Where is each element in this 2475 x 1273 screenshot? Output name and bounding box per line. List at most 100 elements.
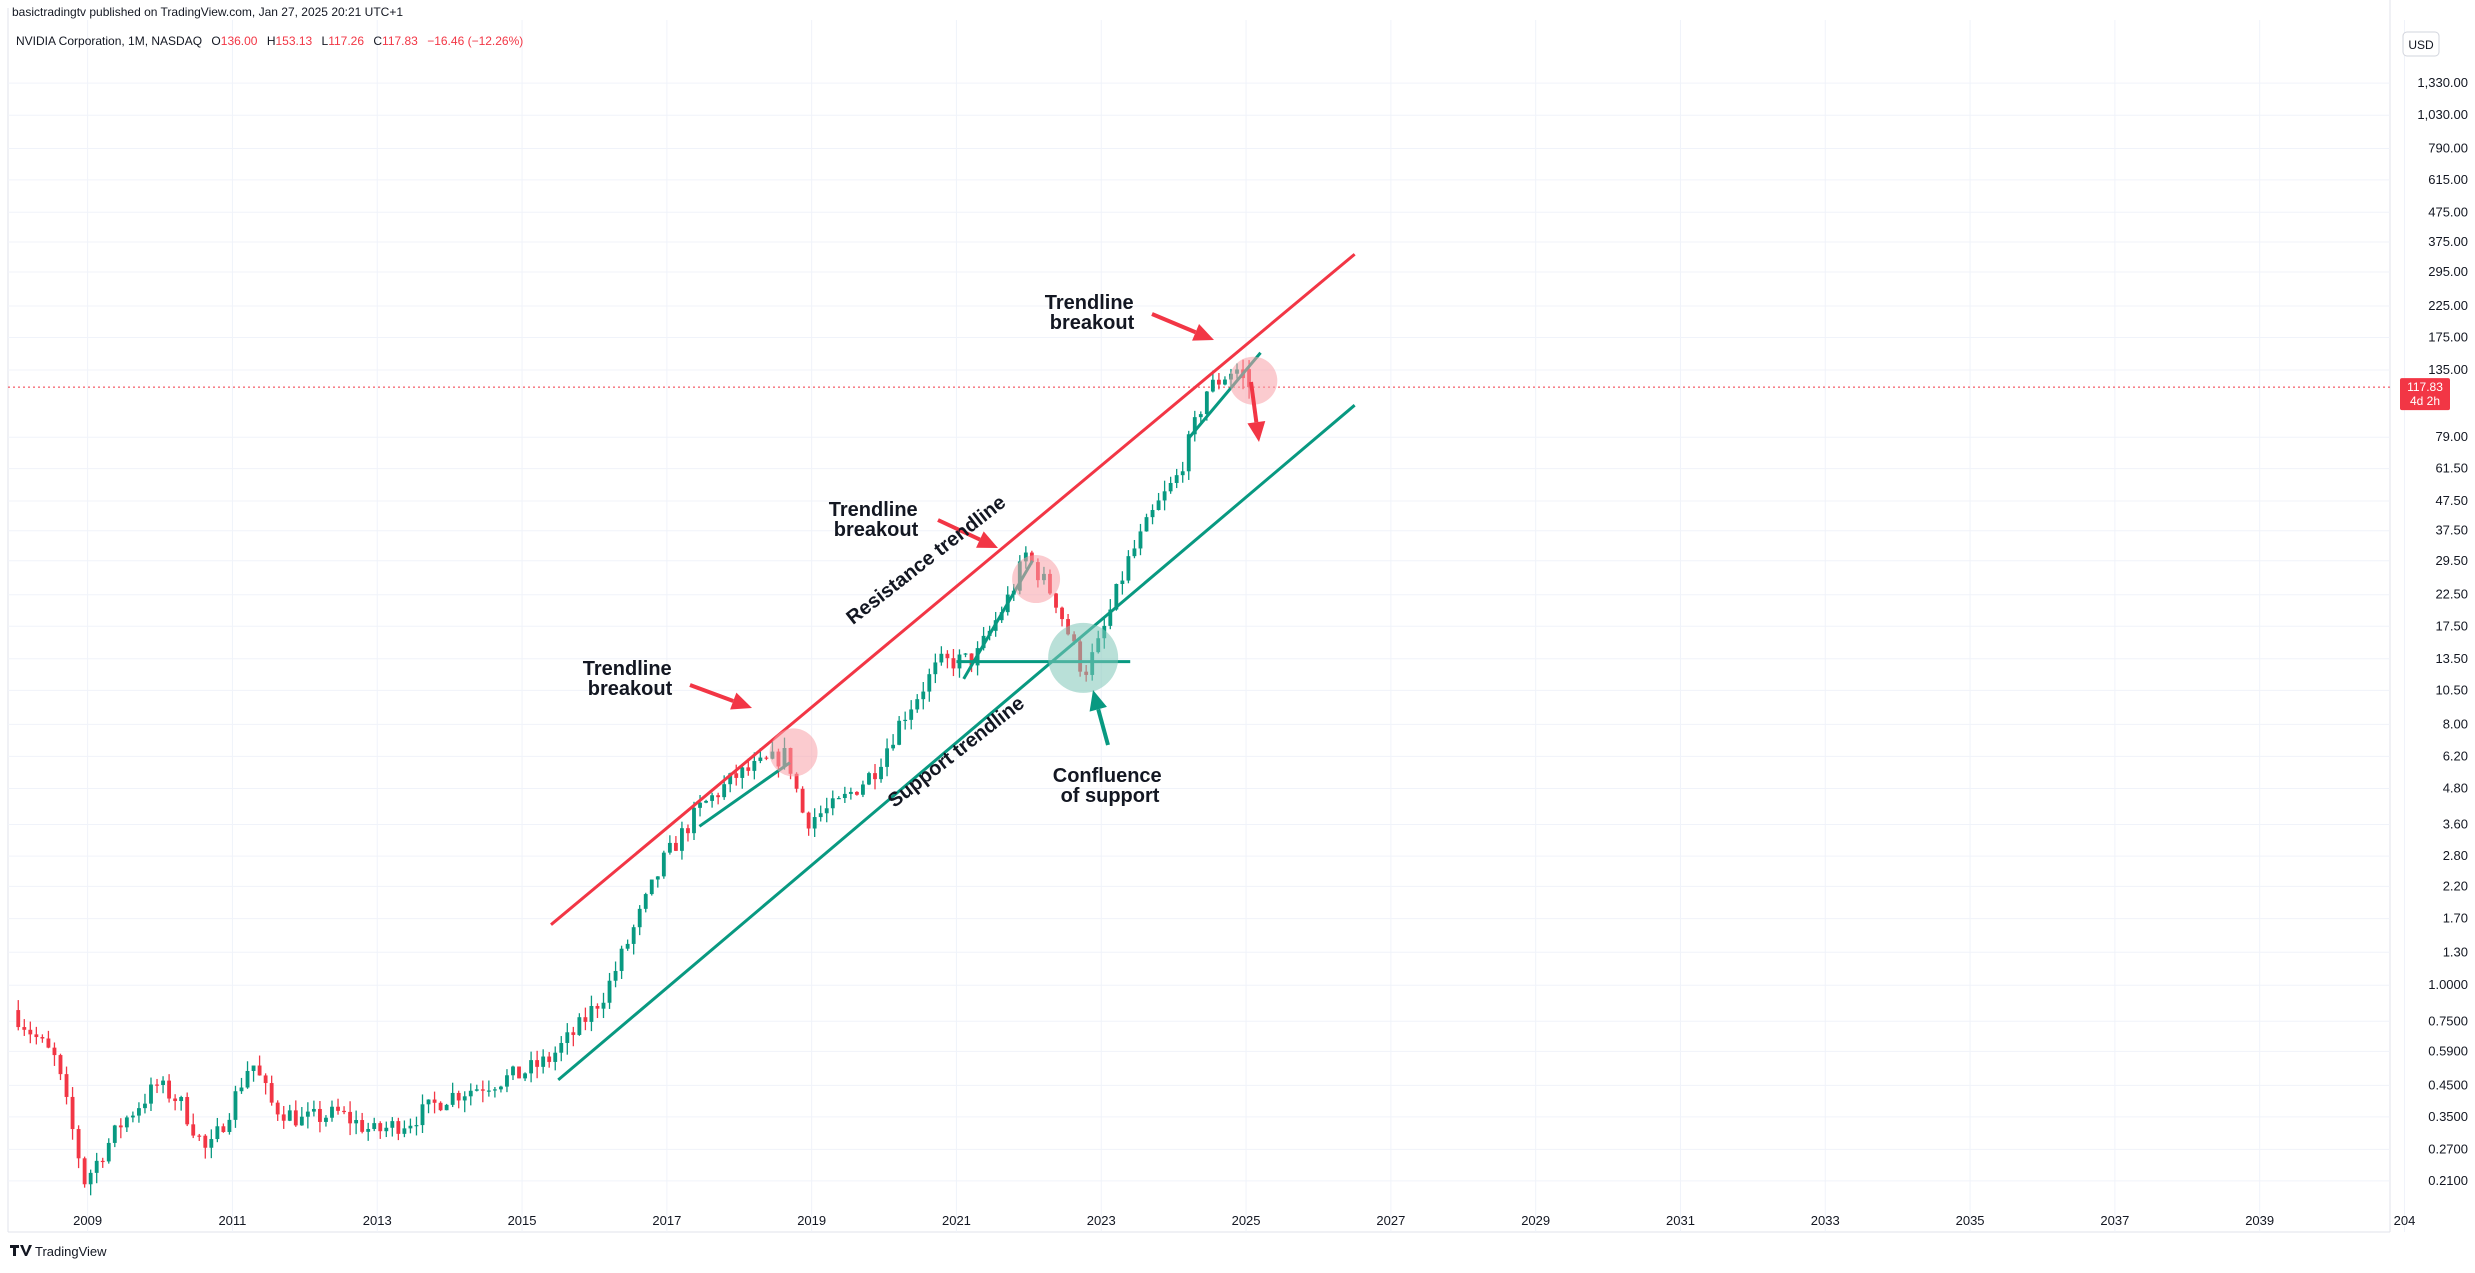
candle-body[interactable] — [673, 842, 678, 851]
candle-body[interactable] — [191, 1124, 196, 1136]
candle-body[interactable] — [130, 1115, 135, 1118]
candle-body[interactable] — [486, 1090, 491, 1092]
breakout-circle-2025[interactable] — [1229, 356, 1278, 405]
candle-body[interactable] — [330, 1106, 334, 1118]
candle-body[interactable] — [1114, 583, 1119, 610]
candle-body[interactable] — [1162, 491, 1167, 501]
candle-body[interactable] — [571, 1032, 576, 1035]
candle-body[interactable] — [263, 1075, 268, 1084]
candle-body[interactable] — [969, 653, 974, 666]
candle-body[interactable] — [842, 793, 847, 799]
candle-body[interactable] — [625, 943, 630, 949]
candle-body[interactable] — [100, 1160, 105, 1163]
candle-body[interactable] — [124, 1117, 129, 1128]
candle-body[interactable] — [366, 1128, 371, 1132]
candle-body[interactable] — [667, 842, 672, 853]
candle-body[interactable] — [1132, 548, 1137, 557]
candle-body[interactable] — [921, 691, 926, 700]
candle-body[interactable] — [468, 1090, 473, 1097]
candle-body[interactable] — [879, 766, 883, 780]
candle-body[interactable] — [746, 767, 751, 771]
candle-body[interactable] — [692, 807, 696, 834]
candle-body[interactable] — [867, 773, 871, 785]
candle-body[interactable] — [155, 1084, 159, 1086]
candle-body[interactable] — [474, 1089, 479, 1091]
candle-body[interactable] — [734, 773, 739, 778]
candle-body[interactable] — [1168, 483, 1173, 492]
candle-body[interactable] — [58, 1055, 63, 1075]
candle-body[interactable] — [161, 1080, 165, 1085]
price-axis[interactable]: 1,330.00 1,030.00 790.00 615.00 475.00 375.00… — [2417, 75, 2468, 1188]
candle-body[interactable] — [52, 1047, 57, 1056]
candle-body[interactable] — [1174, 475, 1179, 484]
candle-body[interactable] — [680, 828, 684, 851]
breakout-circle-2022[interactable] — [1012, 555, 1061, 604]
candle-body[interactable] — [179, 1097, 184, 1102]
candle-body[interactable] — [933, 662, 938, 675]
candle-body[interactable] — [601, 1002, 606, 1009]
candle-body[interactable] — [1223, 379, 1227, 385]
candle-body[interactable] — [22, 1027, 27, 1030]
candle-body[interactable] — [499, 1086, 503, 1090]
candle-body[interactable] — [686, 828, 690, 834]
candle-body[interactable] — [269, 1083, 274, 1103]
candle-body[interactable] — [722, 784, 727, 798]
candle-body[interactable] — [64, 1074, 69, 1097]
candle-body[interactable] — [939, 653, 944, 663]
arrow-confluence[interactable] — [1089, 690, 1110, 746]
candle-body[interactable] — [311, 1108, 316, 1112]
arrow-breakout-2025[interactable] — [1151, 312, 1214, 341]
candle-body[interactable] — [1216, 379, 1221, 385]
candle-body[interactable] — [698, 802, 702, 808]
candle-body[interactable] — [613, 970, 618, 981]
candle-body[interactable] — [378, 1123, 383, 1132]
time-axis[interactable]: 2009 2011 2013 2015 2017 2019 2021 2023 2025 2027… — [73, 1213, 2415, 1228]
candle-body[interactable] — [34, 1034, 39, 1038]
confluence-circle[interactable] — [1048, 622, 1119, 693]
candle-body[interactable] — [523, 1073, 527, 1079]
candle-body[interactable] — [46, 1038, 51, 1048]
ohlc-legend[interactable]: NVIDIA Corporation, 1M, NASDAQ O136.00 H… — [16, 34, 523, 48]
candle-body[interactable] — [728, 773, 733, 785]
candle-body[interactable] — [806, 812, 811, 829]
candle-body[interactable] — [221, 1126, 226, 1132]
candle-body[interactable] — [830, 798, 835, 809]
candle-body[interactable] — [402, 1128, 407, 1134]
candle-body[interactable] — [854, 791, 859, 795]
support-trendline[interactable] — [557, 404, 1356, 1082]
candle-body[interactable] — [885, 748, 889, 767]
candle-body[interactable] — [1120, 580, 1125, 584]
candle-body[interactable] — [1180, 471, 1185, 476]
candle-body[interactable] — [927, 674, 932, 692]
candle-body[interactable] — [492, 1089, 497, 1091]
resistance-trendline[interactable] — [550, 253, 1356, 926]
candle-body[interactable] — [480, 1089, 485, 1091]
candle-body[interactable] — [818, 813, 823, 818]
candle-body[interactable] — [1156, 500, 1161, 511]
candle-body[interactable] — [649, 879, 654, 895]
candle-body[interactable] — [336, 1106, 340, 1111]
candle-body[interactable] — [1150, 510, 1155, 518]
candle-body[interactable] — [112, 1125, 117, 1143]
candle-body[interactable] — [637, 908, 642, 928]
candle-body[interactable] — [342, 1110, 346, 1113]
candle-body[interactable] — [1144, 517, 1149, 532]
candle-body[interactable] — [354, 1120, 359, 1124]
candle-body[interactable] — [414, 1125, 419, 1127]
candle-body[interactable] — [28, 1029, 33, 1035]
candle-body[interactable] — [1108, 609, 1113, 626]
candle-body[interactable] — [794, 773, 799, 789]
drawings[interactable] — [550, 253, 1356, 1082]
candle-body[interactable] — [535, 1060, 540, 1067]
candle-body[interactable] — [541, 1056, 546, 1067]
candle-body[interactable] — [88, 1172, 93, 1185]
candle-body[interactable] — [915, 699, 920, 710]
candle-body[interactable] — [1210, 379, 1215, 392]
candle-body[interactable] — [547, 1056, 552, 1062]
candle-body[interactable] — [812, 817, 817, 829]
candle-body[interactable] — [963, 653, 968, 655]
candle-body[interactable] — [710, 795, 715, 801]
candle-body[interactable] — [891, 744, 896, 749]
candle-body[interactable] — [595, 1005, 600, 1009]
